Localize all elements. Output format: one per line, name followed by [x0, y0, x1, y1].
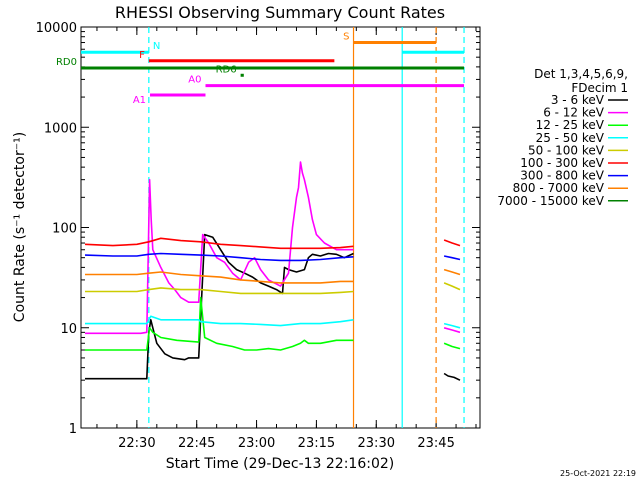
legend-entry: 12 - 25 keV	[536, 118, 605, 132]
y-tick-label: 100	[52, 222, 77, 237]
series-line	[85, 282, 461, 295]
legend-entry: 50 - 100 keV	[528, 143, 605, 157]
x-tick-label: 23:30	[358, 436, 395, 451]
series-line	[85, 296, 461, 351]
state-bar-label: A1	[133, 95, 146, 106]
y-tick-label: 1	[69, 422, 77, 437]
series-line	[84, 237, 461, 250]
state-bar-label: RD0	[56, 57, 77, 68]
footer-timestamp: 25-Oct-2021 22:19	[560, 469, 636, 478]
y-axis-label: Count Rate (s⁻¹ detector⁻¹)	[12, 132, 28, 322]
x-tick-label: 23:00	[238, 436, 275, 451]
legend-entry: 25 - 50 keV	[536, 131, 605, 145]
series-line	[84, 252, 461, 262]
y-tick-label: 1000	[44, 121, 77, 136]
series-line	[85, 233, 461, 381]
state-bar-label: N	[153, 41, 160, 52]
chart-title: RHESSI Observing Summary Count Rates	[115, 3, 445, 22]
state-bar-label: RD6	[216, 64, 237, 75]
x-tick-label: 22:30	[118, 436, 155, 451]
series-line	[85, 315, 461, 329]
x-tick-label: 23:45	[417, 436, 454, 451]
x-tick-label: 22:45	[178, 436, 215, 451]
y-tick-label: 10000	[36, 21, 77, 36]
legend-entry: 300 - 800 keV	[520, 169, 604, 183]
plot-area: 1 10 100 1000 10000 22:30 22:45 23:00 23:15 23:30…	[36, 21, 480, 451]
x-axis-label: Start Time (29-Dec-13 22:16:02)	[166, 456, 394, 472]
legend-entry: 100 - 300 keV	[520, 156, 604, 170]
legend-header: FDecim 1	[571, 81, 628, 95]
legend-entry: 6 - 12 keV	[543, 106, 605, 120]
legend-entry: 800 - 7000 keV	[513, 181, 605, 195]
y-tick-label: 10	[60, 322, 77, 337]
plot-frame	[80, 26, 481, 429]
legend-header: Det 1,3,4,5,6,9,	[534, 67, 628, 81]
state-bar-label: S	[343, 32, 349, 43]
x-tick-label: 23:15	[298, 436, 335, 451]
series-line	[85, 268, 461, 284]
state-bar-label: F	[139, 50, 145, 61]
legend-entry: 7000 - 15000 keV	[497, 194, 604, 208]
legend-entry: 3 - 6 keV	[551, 93, 605, 107]
state-bar-label: A0	[188, 75, 201, 86]
